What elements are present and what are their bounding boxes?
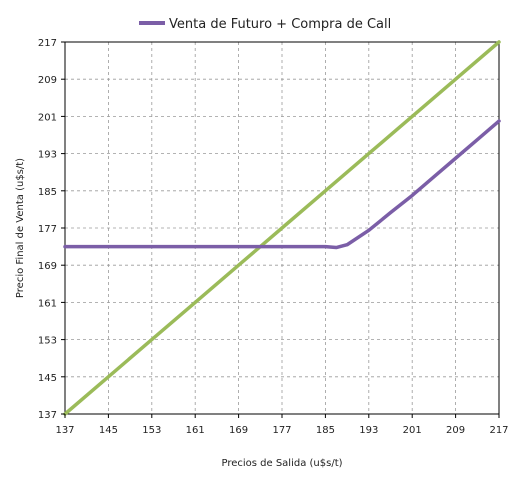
y-tick-label: 193: [38, 150, 57, 161]
y-tick-label: 217: [38, 38, 57, 49]
x-tick-label: 169: [229, 425, 248, 436]
x-tick-label: 161: [186, 425, 205, 436]
series-layer: [63, 40, 501, 416]
x-tick-label: 217: [489, 425, 508, 436]
x-tick-label: 145: [99, 425, 118, 436]
x-tick-label: 137: [55, 425, 74, 436]
y-tick-label: 169: [38, 261, 57, 272]
y-tick-label: 209: [38, 75, 57, 86]
x-tick-label: 153: [142, 425, 161, 436]
series-line-1: [63, 40, 501, 416]
x-tick-label: 177: [272, 425, 291, 436]
x-tick-label: 185: [316, 425, 335, 436]
y-axis-ticks: 137 145 153 161 169 177 185 193 201 209 217: [38, 38, 65, 421]
y-tick-label: 137: [38, 410, 57, 421]
legend: Venta de Futuro + Compra de Call: [139, 17, 391, 32]
y-tick-label: 177: [38, 224, 57, 235]
y-tick-label: 161: [38, 298, 57, 309]
series-line-0: [63, 119, 501, 250]
x-tick-label: 193: [359, 425, 378, 436]
y-tick-label: 145: [38, 373, 57, 384]
y-axis-title: Precio Final de Venta (u$s/t): [15, 158, 26, 298]
y-tick-label: 185: [38, 187, 57, 198]
x-axis-ticks: 137 145 153 161 169 177 185 193 201 209 217: [55, 414, 509, 436]
legend-label: Venta de Futuro + Compra de Call: [169, 17, 391, 32]
x-tick-label: 201: [403, 425, 422, 436]
x-tick-label: 209: [446, 425, 465, 436]
y-tick-label: 201: [38, 112, 57, 123]
y-tick-label: 153: [38, 336, 57, 347]
x-axis-title: Precios de Salida (u$s/t): [221, 458, 342, 469]
